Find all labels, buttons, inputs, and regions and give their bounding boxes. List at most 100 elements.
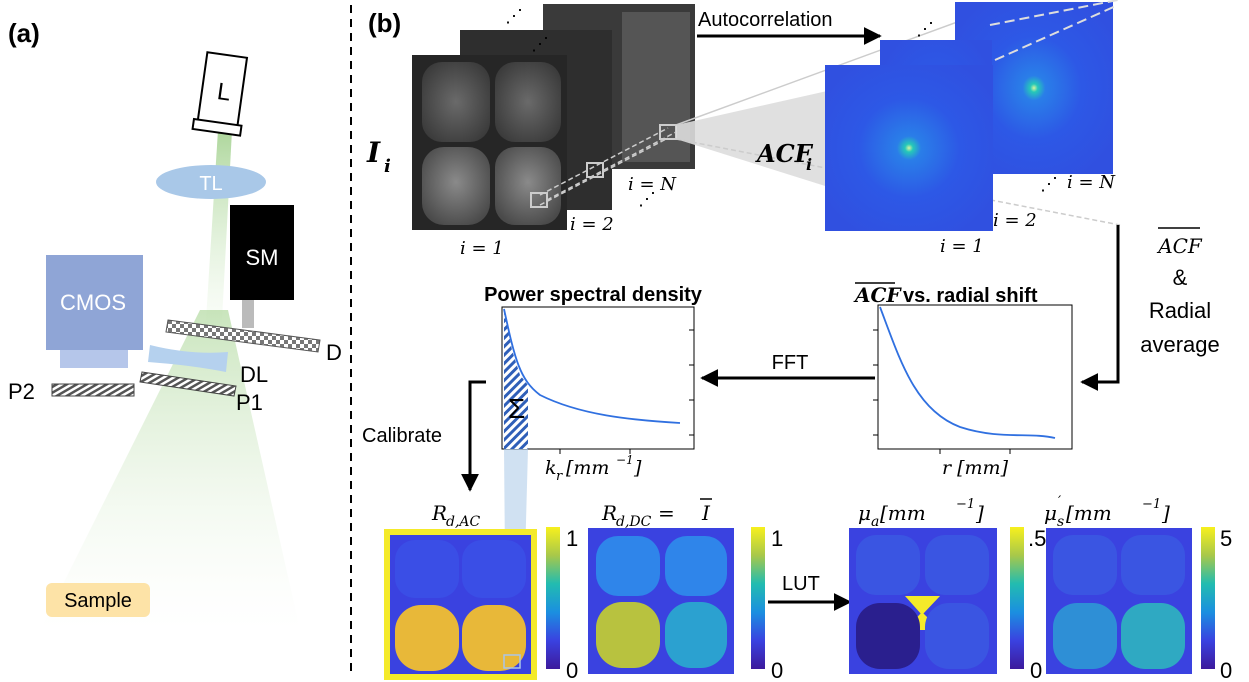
acf-index-1: i = 1 (940, 236, 984, 257)
acf-plot-title: vs. radial shift (903, 285, 1038, 307)
rdac-colorbar (546, 527, 560, 669)
mus-well (1053, 603, 1117, 669)
raw-index-1: i = 1 (460, 238, 504, 259)
acf-plot-xlabel: r [mm] (942, 457, 1009, 479)
mus-title-prime: ′ (1058, 494, 1062, 510)
mua-well (856, 603, 920, 669)
cmos-lens (60, 350, 128, 368)
rddc-well (596, 536, 660, 596)
panel-a-label: (a) (8, 18, 40, 48)
sample-label: Sample (64, 590, 132, 612)
mus-cbar-min: 0 (1220, 658, 1232, 682)
rddc-cbar-max: 1 (771, 526, 783, 551)
raw-well (422, 147, 490, 225)
panel-a: (a) L TL SM CMOS D DL P1 P2 (8, 18, 342, 630)
raw-well (495, 147, 561, 225)
psd-plot-frame (501, 306, 695, 450)
diverging-lens-label: DL (240, 362, 268, 387)
rdac-title-sub: d,AC (446, 514, 481, 530)
laser-label: L (215, 78, 232, 107)
psd-xlabel-sub: r (556, 469, 563, 484)
radial-label: Radial (1149, 298, 1211, 323)
mua-colorbar (1010, 527, 1024, 669)
psd-plot-title: Power spectral density (484, 284, 703, 306)
rdac-well (462, 605, 526, 671)
dichroic-mirror (165, 319, 321, 353)
raw-ellipsis: ⋰ (531, 34, 549, 54)
mua-title: μ (858, 501, 871, 525)
rdac-well (395, 605, 459, 671)
mus-title: μ (1044, 501, 1057, 525)
mua-map: μ a [mm −1 ] .5 0 (849, 497, 1046, 682)
psd-plot: Power spectral density Σ k r [mm −1 ] (484, 284, 703, 484)
acf-radial-plot: ACF vs. radial shift r [mm] (853, 282, 1073, 479)
rdac-roi (503, 654, 521, 669)
acf-average-symbol: ACF (1156, 234, 1203, 258)
rddc-map: R d,DC = I 1 0 (588, 498, 783, 682)
rddc-well (665, 536, 727, 596)
rdac-cbar-min: 0 (566, 658, 578, 682)
raw-index-2: i = 2 (570, 214, 614, 235)
rdac-map: R d,AC 1 0 (384, 501, 578, 682)
raw-stack-subscript: i (384, 156, 391, 177)
rdac-cbar-max: 1 (566, 526, 578, 551)
psd-curve (503, 308, 681, 424)
mua-cbar-max: .5 (1028, 526, 1046, 551)
rdac-well (462, 540, 526, 598)
laser-beam (206, 130, 232, 320)
cmos-label: CMOS (60, 290, 126, 315)
psd-integral-area (504, 309, 528, 449)
sample-box (46, 583, 150, 617)
polarizer-p2 (51, 383, 135, 397)
acf-plot-frame (877, 304, 1073, 450)
psd-xlabel-close: ] (633, 457, 642, 479)
mus-map: μ s ′ [mm −1 ] 5 0 (1044, 494, 1232, 682)
panel-b-label: (b) (368, 8, 401, 38)
acf-ellipsis: ⋰ (916, 19, 934, 39)
mua-well (856, 535, 920, 595)
polarizer-p2-label: P2 (8, 379, 35, 404)
calibrate-label: Calibrate (362, 425, 442, 447)
lut-label: LUT (782, 573, 820, 595)
mua-title-unit: [mm (880, 501, 926, 525)
roi-box (586, 162, 604, 178)
scan-mirror-post (242, 300, 254, 328)
acf-stack: ⋰ ⋰ i = N i = 2 i = 1 ACF i (755, 0, 1119, 257)
psd-xlabel-exp: −1 (616, 453, 634, 467)
sum-symbol: Σ (508, 393, 525, 424)
rddc-title-eq: = (658, 501, 675, 525)
raw-well (495, 62, 561, 142)
raw-ellipsis: ⋰ (505, 6, 523, 26)
rddc-title: R (601, 501, 617, 525)
mua-title-exp: −1 (956, 497, 975, 512)
rdac-title: R (431, 501, 447, 525)
mus-well (1121, 603, 1185, 669)
acf-index-n: i = N (1067, 172, 1116, 193)
panel-b: (b) ⋰ ⋰ i = N ⋰ i = 2 i = 1 I (362, 0, 1232, 682)
mus-title-close: ] (1161, 501, 1170, 525)
autocorrelation-label: Autocorrelation (698, 9, 833, 31)
rddc-title-ibar: I (701, 501, 711, 525)
raw-stack-symbol: I (366, 136, 381, 169)
diverging-lens (148, 345, 228, 372)
scan-mirror (230, 205, 294, 300)
mus-well (1121, 535, 1185, 595)
acf-stack-subscript: i (806, 155, 812, 174)
acf-plot-title-symbol: ACF (853, 283, 902, 307)
rddc-well (665, 602, 727, 668)
tube-lens-label: TL (199, 173, 222, 195)
laser: L (191, 51, 249, 137)
radial-average-arrow (1080, 225, 1120, 391)
scan-mirror-label: SM (246, 245, 279, 270)
tube-lens (156, 165, 266, 199)
raw-index-n: i = N (628, 174, 677, 195)
acf-curve (879, 306, 1056, 439)
mua-title-sub: a (871, 514, 879, 530)
psd-xlabel-unit: [mm (566, 457, 609, 479)
ampersand: & (1173, 265, 1188, 290)
mus-title-sub: s (1057, 514, 1064, 530)
psd-xlabel: k (545, 457, 557, 479)
acf-image-1 (825, 65, 993, 231)
rddc-colorbar (751, 527, 765, 669)
rdac-border (384, 529, 537, 680)
